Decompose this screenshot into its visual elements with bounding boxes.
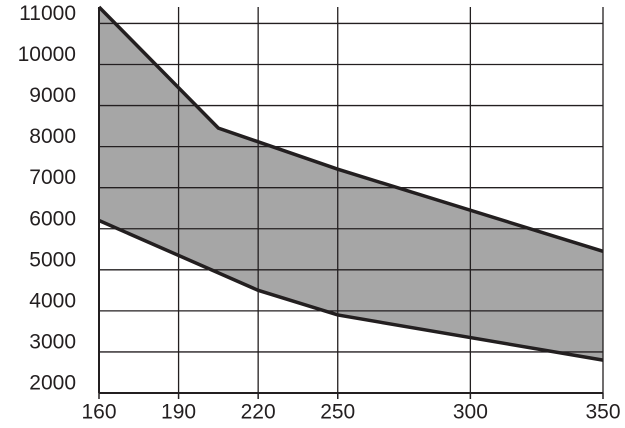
y-tick-label: 6000 — [29, 207, 76, 230]
x-tick-label: 250 — [320, 401, 355, 424]
y-tick-label: 8000 — [29, 125, 76, 148]
series-line — [98, 218, 604, 362]
band-fill — [99, 7, 603, 361]
series-line — [97, 5, 604, 254]
y-tick-label: 4000 — [29, 289, 76, 312]
y-tick-label: 11000 — [19, 2, 76, 25]
y-tick-label: 5000 — [29, 248, 76, 271]
x-tick-label: 190 — [161, 401, 196, 424]
y-tick-label: 10000 — [18, 43, 76, 66]
y-tick-label: 3000 — [29, 330, 76, 353]
y-tick-label: 9000 — [29, 84, 76, 107]
x-tick-label: 350 — [585, 401, 620, 424]
x-tick-label: 220 — [241, 401, 276, 424]
x-tick-label: 300 — [453, 401, 488, 424]
y-tick-label: 7000 — [29, 166, 76, 189]
x-tick-label: 160 — [81, 401, 116, 424]
y-tick-label: 2000 — [29, 372, 76, 395]
